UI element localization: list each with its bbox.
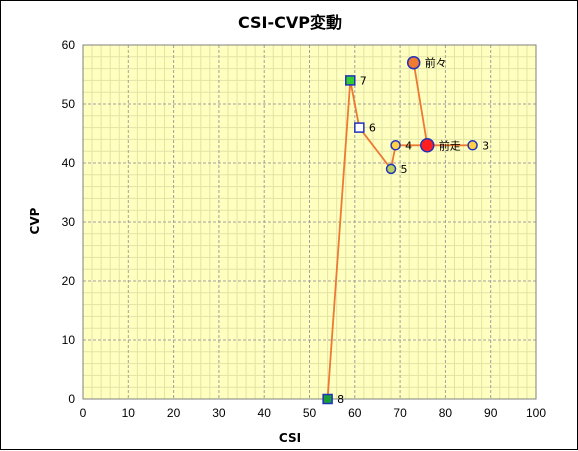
tick-labels: 0 10 20 30 40 50 60 70 80 90 100 0 10 20 30 40 50 60	[62, 38, 547, 420]
point-label-7: 7	[360, 74, 367, 87]
data-point-3	[467, 140, 478, 151]
x-axis-title: CSI	[279, 431, 301, 445]
y-tick-label: 50	[62, 97, 76, 111]
data-point-7	[345, 75, 356, 86]
x-tick-label: 100	[526, 406, 546, 420]
data-point-1	[406, 55, 421, 70]
data-point-5	[385, 163, 397, 175]
chart-title: CSI-CVP変動	[238, 13, 342, 32]
point-label-1: 前々	[425, 56, 447, 70]
point-label-3: 3	[482, 139, 489, 152]
x-tick-label: 80	[439, 406, 453, 420]
x-tick-label: 30	[212, 406, 226, 420]
data-point-4	[390, 140, 401, 151]
y-tick-label: 20	[62, 274, 76, 288]
data-point-6	[354, 122, 365, 133]
x-tick-label: 10	[122, 406, 136, 420]
y-tick-label: 0	[68, 392, 75, 406]
x-tick-label: 20	[167, 406, 181, 420]
point-label-8: 8	[337, 393, 344, 406]
plot-border	[82, 44, 537, 400]
x-tick-label: 0	[80, 406, 87, 420]
point-label-5: 5	[401, 163, 408, 176]
y-axis-title: CVP	[28, 207, 42, 234]
data-point-2	[420, 138, 435, 153]
y-tick-label: 60	[62, 38, 76, 52]
connector-line	[326, 62, 473, 400]
x-tick-label: 40	[258, 406, 272, 420]
data-point-8	[322, 393, 333, 405]
y-tick-label: 40	[62, 156, 76, 170]
y-tick-label: 30	[62, 215, 76, 229]
point-label-2: 前走	[439, 138, 461, 152]
x-tick-label: 70	[393, 406, 407, 420]
x-tick-label: 90	[484, 406, 498, 420]
point-label-4: 4	[405, 139, 412, 152]
x-tick-label: 60	[348, 406, 362, 420]
point-label-6: 6	[369, 122, 376, 135]
x-tick-label: 50	[303, 406, 317, 420]
y-tick-label: 10	[62, 333, 76, 347]
